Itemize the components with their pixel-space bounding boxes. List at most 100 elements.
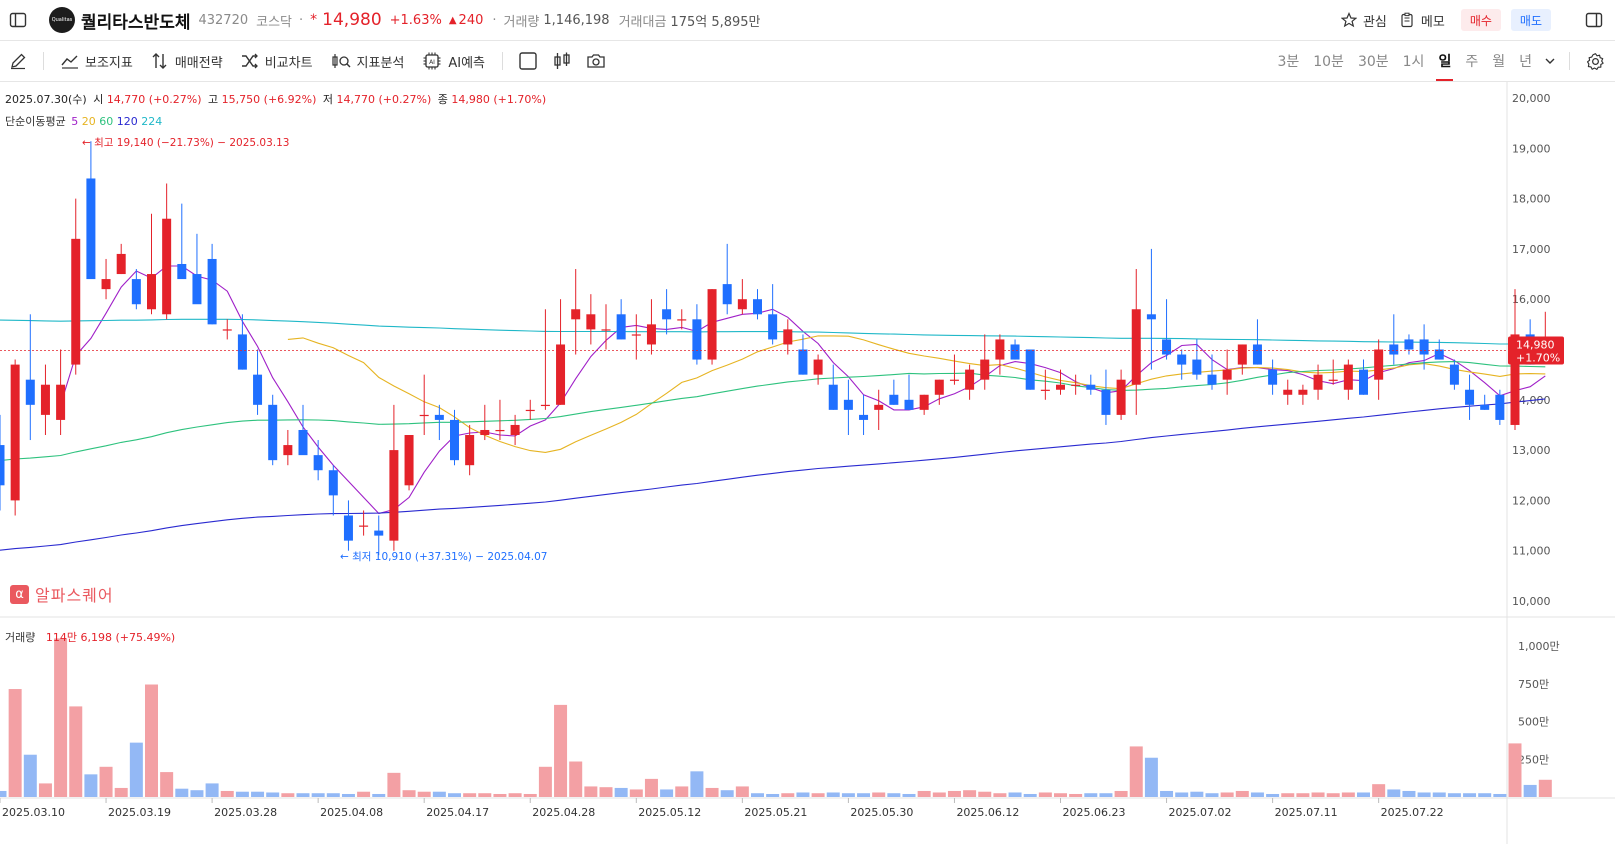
memo-icon (1401, 12, 1413, 28)
watermark: α 알파스퀘어 (10, 582, 114, 606)
period-tabs: 3분 10분 30분 1시 일 주 월 년 (1270, 41, 1539, 81)
x-tick-label: 2025.04.17 (426, 806, 489, 819)
watch-button[interactable]: 관심 (1335, 3, 1393, 37)
candle-body (116, 253, 126, 275)
volume-bar (947, 790, 961, 797)
candle-body (980, 359, 990, 380)
star-icon (1340, 12, 1357, 28)
strategy-button[interactable]: 매매전략 (142, 44, 232, 78)
volume-bar (432, 791, 446, 797)
candle-body (25, 379, 35, 405)
volume-info-value: 114만 6,198 (+75.49%) (45, 631, 176, 644)
right-panel-toggle-icon[interactable] (1577, 3, 1611, 37)
ai-predict-button[interactable]: AI AI예측 (413, 44, 494, 78)
sidebar-toggle-icon[interactable] (1, 3, 35, 37)
stock-name[interactable]: 퀄리타스반도체 (81, 12, 191, 33)
ma-period-224: 224 (141, 115, 163, 128)
camera-icon[interactable] (579, 44, 613, 78)
compare-button[interactable]: 비교차트 (232, 44, 322, 78)
x-tick-label: 2025.03.10 (2, 806, 65, 819)
candle-body (0, 445, 5, 486)
volume-bar (1069, 793, 1083, 797)
analysis-button[interactable]: 지표분석 (322, 44, 414, 78)
volume-bar (690, 771, 704, 797)
sell-button[interactable]: 매도 (1510, 9, 1551, 31)
candle-type-icon[interactable] (545, 44, 579, 78)
candle-body (192, 274, 202, 305)
chevron-down-icon[interactable] (1539, 44, 1561, 78)
volume-bar (1099, 793, 1113, 797)
volume-bar (114, 787, 128, 797)
candle-body (737, 299, 747, 310)
x-tick-label: 2025.07.22 (1381, 806, 1444, 819)
candle-body (434, 414, 444, 420)
candle-body (1434, 349, 1444, 360)
x-tick-label: 2025.06.23 (1063, 806, 1126, 819)
stock-header: Qualitas 퀄리타스반도체 432720 코스닥 · * 14,980 +… (0, 0, 1615, 41)
volume-bar (1129, 746, 1143, 797)
candle-body (556, 344, 566, 405)
volume-bar (1311, 792, 1325, 797)
volume-bar (1432, 792, 1446, 797)
period-tab-2[interactable]: 30분 (1357, 54, 1389, 70)
stock-code: 432720 (198, 12, 249, 28)
volume-bar (1402, 790, 1416, 797)
period-tab-5[interactable]: 주 (1465, 54, 1479, 70)
buy-button[interactable]: 매수 (1460, 9, 1501, 31)
y-tick-label: 13,000 (1512, 444, 1551, 457)
volume-bar (705, 787, 719, 797)
period-tab-6[interactable]: 월 (1492, 54, 1506, 70)
change-amount: 240 (458, 12, 484, 28)
volume-bar (357, 791, 371, 797)
volume-bar (38, 783, 52, 797)
period-tab-4[interactable]: 일 (1431, 41, 1458, 81)
volume-bar (84, 774, 98, 797)
candle-body (692, 319, 702, 360)
candle-body (1449, 364, 1459, 385)
candle-body (1192, 359, 1202, 375)
stock-logo-text: Qualitas (51, 17, 73, 23)
indicator-button[interactable]: 보조지표 (52, 44, 142, 78)
x-tick-label: 2025.03.19 (108, 806, 171, 819)
y-tick-label: 10,000 (1512, 595, 1551, 608)
drawing-tool-icon[interactable] (1, 44, 35, 78)
volume-info: 거래량 114만 6,198 (+75.49%) (5, 629, 175, 645)
period-tab-1[interactable]: 10분 (1313, 54, 1344, 70)
volume-bar (387, 772, 401, 797)
period-tab-3[interactable]: 1시 (1402, 54, 1425, 70)
high-value: 15,750 (+6.92%) (221, 93, 317, 106)
candle-body (1222, 369, 1232, 380)
volume-bar (1266, 793, 1280, 797)
volume-bar (296, 793, 310, 797)
volume-bar (8, 689, 22, 797)
price-chart[interactable]: 20,00019,00018,00017,00016,00015,00014,0… (0, 82, 1615, 844)
volume-bar (1023, 793, 1037, 797)
memo-button[interactable]: 메모 (1393, 3, 1451, 37)
candle-body (1131, 309, 1141, 385)
candle-body (540, 404, 550, 407)
layout-square-icon[interactable] (511, 44, 545, 78)
stock-market: 코스닥 (256, 14, 293, 30)
candle-body (934, 379, 944, 395)
candle-search-icon (331, 54, 351, 68)
volume-bar (1008, 792, 1022, 797)
close-label: 종 (437, 93, 448, 106)
candle-body (419, 414, 429, 417)
period-tab-0[interactable]: 3분 (1277, 54, 1300, 70)
candle-body (313, 455, 323, 471)
volume-bar (1114, 790, 1128, 797)
candle-body (571, 309, 581, 320)
candle-body (86, 178, 96, 280)
candle-body (480, 429, 490, 436)
candle-body (753, 299, 762, 315)
volume-bar (932, 792, 946, 797)
candle-body (889, 394, 899, 405)
candle-body (1343, 364, 1353, 390)
volume-bar (220, 790, 234, 797)
candle-body (101, 279, 111, 290)
volume-bar (751, 793, 764, 797)
candle-body (828, 384, 838, 410)
ma-legend[interactable]: 단순이동평균 5 20 60 120 224 (5, 113, 162, 129)
period-tab-7[interactable]: 년 (1519, 54, 1532, 70)
settings-gear-icon[interactable] (1578, 44, 1612, 78)
